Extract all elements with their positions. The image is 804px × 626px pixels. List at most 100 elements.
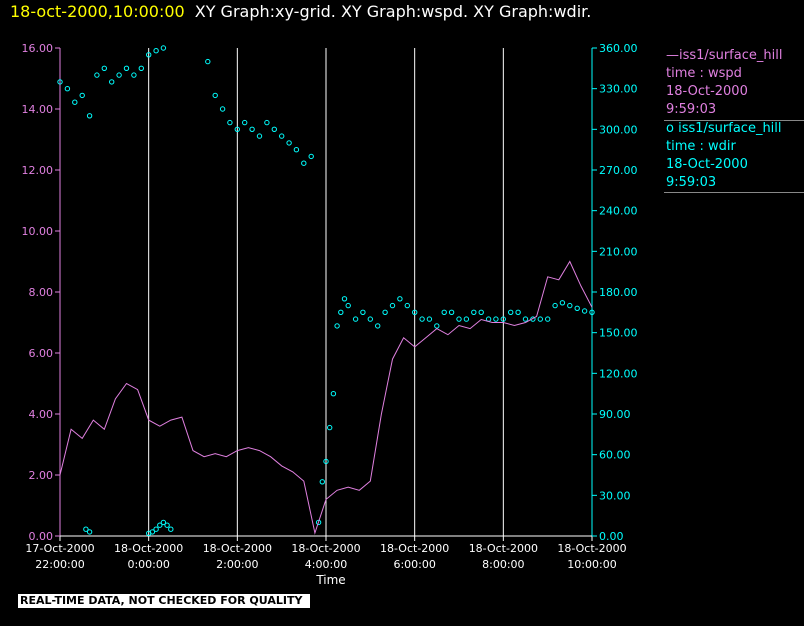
wdir-point bbox=[319, 479, 325, 485]
wdir-point bbox=[581, 308, 588, 314]
wdir-point bbox=[271, 126, 277, 133]
y-right-tick-label: 270.00 bbox=[599, 164, 638, 177]
legend-wspd-date: 18-Oct-2000 bbox=[666, 84, 748, 99]
legend-wdir-var: time : wdir bbox=[666, 139, 736, 154]
wdir-point bbox=[157, 522, 163, 528]
wdir-point bbox=[559, 300, 566, 306]
wdir-point bbox=[116, 72, 122, 78]
graph-title-bar: 18-oct-2000,10:00:00 XY Graph:xy-grid. XY… bbox=[10, 2, 591, 21]
wdir-point bbox=[574, 305, 580, 311]
wdir-point bbox=[64, 86, 71, 92]
legend-wspd-var: time : wspd bbox=[666, 66, 742, 81]
wdir-point bbox=[456, 316, 462, 322]
legend-wdir-name: o iss1/surface_hill bbox=[666, 121, 782, 136]
wdir-point bbox=[345, 302, 351, 309]
y-right-tick-label: 330.00 bbox=[599, 83, 638, 96]
wdir-point bbox=[264, 119, 270, 126]
wdir-point bbox=[478, 309, 484, 315]
wdir-point bbox=[323, 458, 329, 465]
wdir-point bbox=[219, 106, 226, 112]
wdir-point bbox=[330, 391, 337, 397]
wdir-point bbox=[57, 79, 63, 85]
wdir-point bbox=[86, 529, 93, 535]
wdir-point bbox=[463, 316, 470, 322]
legend-wspd-time: 9:59:03 bbox=[666, 102, 717, 117]
y-right-tick-label: 90.00 bbox=[599, 408, 631, 421]
x-tick-label: 18-Oct-2000 bbox=[203, 542, 272, 555]
y-right-tick-label: 30.00 bbox=[599, 489, 631, 502]
wdir-point bbox=[367, 316, 373, 322]
wdir-point bbox=[567, 302, 573, 309]
y-left-tick-label: 6.00 bbox=[29, 347, 54, 360]
wdir-point bbox=[589, 309, 595, 315]
wdir-point bbox=[146, 52, 152, 58]
y-left-tick-label: 10.00 bbox=[22, 225, 54, 238]
wdir-point bbox=[545, 316, 551, 322]
wdir-point bbox=[434, 323, 440, 329]
y-right-tick-label: 210.00 bbox=[599, 245, 638, 258]
wdir-point bbox=[537, 316, 543, 322]
wdir-point bbox=[153, 48, 159, 54]
wdir-point bbox=[205, 58, 211, 65]
wdir-point bbox=[360, 309, 366, 315]
wdir-point bbox=[153, 526, 159, 532]
grid-layer bbox=[148, 48, 504, 536]
axes-layer: 17-Oct-2000 22:00:00 18-Oct-2000 0:00:00 18-… bbox=[22, 42, 638, 571]
x-tick-label: 8:00:00 bbox=[482, 558, 524, 571]
y-right-tick-label: 360.00 bbox=[599, 42, 638, 55]
wdir-point bbox=[397, 296, 403, 302]
x-tick-label: 17-Oct-2000 bbox=[25, 542, 94, 555]
y-left-tick-label: 4.00 bbox=[29, 408, 54, 421]
y-right-tick-label: 240.00 bbox=[599, 205, 638, 218]
y-right-tick-label: 60.00 bbox=[599, 449, 631, 462]
legend-separator bbox=[664, 120, 804, 121]
wdir-point bbox=[242, 119, 248, 126]
wdir-point bbox=[471, 309, 477, 315]
wdir-point bbox=[515, 309, 521, 315]
wdir-point bbox=[522, 316, 529, 322]
wdir-point bbox=[441, 309, 447, 315]
wdir-point bbox=[301, 160, 307, 166]
y-left-tick-label: 2.00 bbox=[29, 469, 54, 482]
wdir-point bbox=[249, 126, 255, 133]
wdir-point bbox=[308, 153, 314, 160]
wspd-series bbox=[59, 260, 593, 535]
wdir-point bbox=[352, 316, 359, 322]
circle-marker-icon: o bbox=[666, 121, 679, 136]
wdir-point bbox=[131, 72, 137, 78]
y-right-tick-label: 150.00 bbox=[599, 327, 638, 340]
wdir-point bbox=[341, 296, 348, 302]
wdir-point bbox=[212, 92, 218, 99]
quality-disclaimer: REAL-TIME DATA, NOT CHECKED FOR QUALITY bbox=[18, 594, 310, 608]
wdir-point bbox=[94, 72, 100, 78]
wdir-point bbox=[234, 126, 241, 133]
x-tick-label: 2:00:00 bbox=[216, 558, 258, 571]
x-tick-label: 0:00:00 bbox=[127, 558, 169, 571]
legend-wspd: —iss1/surface_hill time : wspd 18-Oct-20… bbox=[666, 47, 782, 119]
legend-separator bbox=[664, 192, 804, 193]
x-tick-label: 18-Oct-2000 bbox=[380, 542, 449, 555]
wdir-point bbox=[72, 99, 78, 105]
x-axis-label: Time bbox=[315, 573, 345, 587]
wdir-point bbox=[123, 65, 130, 72]
wdir-point bbox=[500, 316, 506, 322]
wdir-point bbox=[375, 323, 381, 329]
wdir-point bbox=[164, 522, 170, 528]
wdir-point bbox=[149, 529, 156, 535]
legend-wdir: o iss1/surface_hill time : wdir 18-Oct-2… bbox=[666, 120, 782, 192]
x-tick-label: 18-Oct-2000 bbox=[469, 542, 538, 555]
legend-wdir-date: 18-Oct-2000 bbox=[666, 157, 748, 172]
wdir-point bbox=[389, 302, 396, 309]
wdir-point bbox=[227, 119, 233, 126]
y-left-tick-label: 8.00 bbox=[29, 286, 54, 299]
wdir-point bbox=[256, 133, 263, 139]
wdir-point bbox=[160, 519, 167, 526]
wspd-line bbox=[59, 260, 593, 535]
wdir-point bbox=[293, 147, 300, 153]
x-tick-label: 22:00:00 bbox=[35, 558, 84, 571]
x-tick-label: 18-Oct-2000 bbox=[114, 542, 183, 555]
wdir-point bbox=[286, 140, 292, 146]
x-tick-label: 10:00:00 bbox=[567, 558, 616, 571]
wdir-point bbox=[508, 309, 514, 315]
y-left-tick-label: 12.00 bbox=[22, 164, 54, 177]
